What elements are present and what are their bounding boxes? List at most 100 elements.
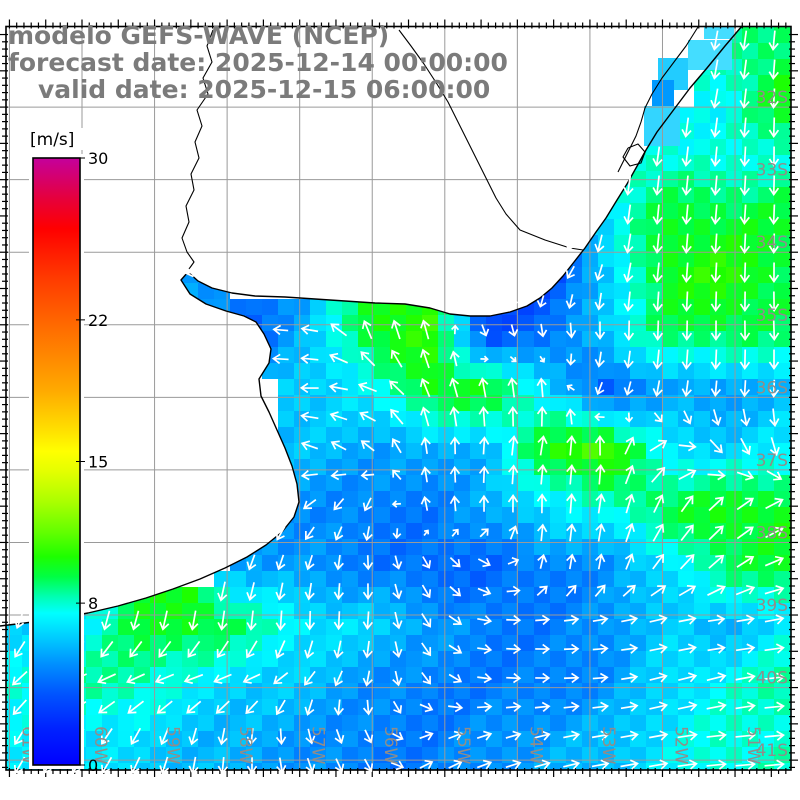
wind-arrow	[478, 494, 490, 512]
wind-arrow	[739, 30, 750, 51]
wind-arrow	[158, 640, 172, 658]
wind-arrow	[508, 435, 519, 456]
wind-arrow	[623, 320, 635, 341]
wind-arrow	[159, 727, 170, 746]
wind-arrow	[768, 88, 780, 109]
wind-arrow	[650, 585, 667, 597]
wind-arrow	[620, 701, 639, 712]
wind-arrow	[594, 412, 605, 422]
wind-arrow	[764, 585, 785, 595]
wind-arrow	[506, 672, 522, 684]
wind-arrow	[420, 319, 431, 340]
wind-arrow	[188, 756, 199, 775]
wind-arrow	[768, 262, 780, 283]
wind-arrow	[100, 640, 114, 658]
wind-arrow	[706, 730, 727, 741]
wind-arrow	[739, 59, 750, 80]
latitude-label: 36S	[756, 378, 788, 398]
wind-arrow	[419, 702, 434, 713]
wind-arrow	[739, 88, 750, 109]
wind-arrow	[620, 730, 639, 741]
wind-arrow	[594, 351, 605, 368]
lagoon-water-cells	[644, 26, 734, 146]
colorbar-tick-label: 8	[88, 594, 98, 613]
wind-arrow	[735, 759, 756, 770]
wind-arrow	[101, 610, 112, 631]
wind-arrow	[680, 495, 694, 513]
wind-arrow	[506, 614, 522, 626]
wind-arrow	[681, 117, 692, 138]
wind-arrow	[707, 643, 726, 654]
wind-arrow	[708, 525, 724, 541]
wind-arrow	[14, 612, 25, 630]
wind-arrow	[305, 728, 316, 745]
wind-arrow	[710, 146, 721, 167]
wind-arrow	[622, 584, 636, 597]
wind-arrow	[274, 640, 286, 659]
longitude-label: 54W	[525, 726, 545, 765]
model-title: modelo GEFS-WAVE (NCEP)	[8, 21, 389, 50]
latitude-label: 39S	[756, 596, 788, 616]
wind-arrow	[534, 759, 551, 770]
wind-arrow	[330, 323, 348, 337]
wind-arrow	[130, 727, 142, 746]
wind-arrow	[183, 673, 204, 685]
wind-arrow	[768, 291, 780, 312]
wind-arrow	[244, 324, 259, 336]
wind-arrow	[448, 702, 464, 713]
wind-arrow	[566, 384, 575, 391]
wind-arrow	[735, 643, 756, 654]
wind-arrow	[419, 377, 431, 398]
wind-arrow	[623, 204, 634, 225]
wind-arrow	[275, 554, 286, 571]
wind-arrow	[740, 437, 751, 456]
wind-arrow	[710, 349, 722, 370]
wind-arrow	[594, 292, 605, 311]
wind-arrow	[421, 671, 432, 685]
latitude-label: 41S	[756, 741, 788, 761]
wind-arrow	[478, 377, 489, 398]
wind-arrow	[448, 730, 463, 741]
wind-arrow	[508, 324, 519, 337]
wind-arrow	[217, 727, 228, 746]
wind-arrow	[275, 699, 286, 716]
wind-arrow	[652, 175, 663, 196]
longitude-label: 53W	[598, 726, 618, 765]
wind-arrow	[678, 643, 697, 654]
wind-arrow	[769, 408, 780, 427]
wind-arrow	[678, 614, 697, 625]
wind-arrow	[479, 528, 489, 538]
wind-arrow	[649, 701, 669, 712]
wind-arrow	[653, 412, 663, 423]
wind-arrow	[678, 441, 697, 452]
wind-arrow	[333, 554, 344, 571]
wind-arrow	[505, 730, 522, 741]
wind-arrow	[359, 411, 376, 422]
longitude-label: 57W	[308, 726, 328, 765]
wind-arrow	[623, 175, 634, 196]
wind-arrow	[448, 759, 463, 770]
wind-arrow	[710, 204, 721, 225]
wind-arrow	[13, 727, 26, 746]
wind-arrow	[304, 610, 316, 631]
wind-arrow	[188, 610, 199, 631]
wind-arrow	[273, 671, 289, 685]
wind-arrow	[764, 555, 785, 567]
wind-arrow	[621, 614, 639, 625]
wind-arrow	[710, 117, 721, 138]
wind-arrow	[391, 437, 402, 454]
wind-arrow	[711, 409, 722, 427]
wind-arrow	[677, 759, 698, 770]
wind-arrow	[390, 760, 405, 771]
colorbar-tick-label: 15	[88, 453, 108, 472]
wind-arrow	[477, 673, 493, 684]
wind-arrow	[420, 436, 431, 455]
wind-arrow	[362, 670, 373, 687]
wind-arrow	[764, 730, 785, 741]
wind-arrow	[419, 348, 430, 369]
wind-arrow	[362, 583, 374, 601]
wind-arrow	[566, 435, 577, 456]
wind-arrow	[11, 670, 28, 686]
land-polygon	[0, 26, 742, 626]
